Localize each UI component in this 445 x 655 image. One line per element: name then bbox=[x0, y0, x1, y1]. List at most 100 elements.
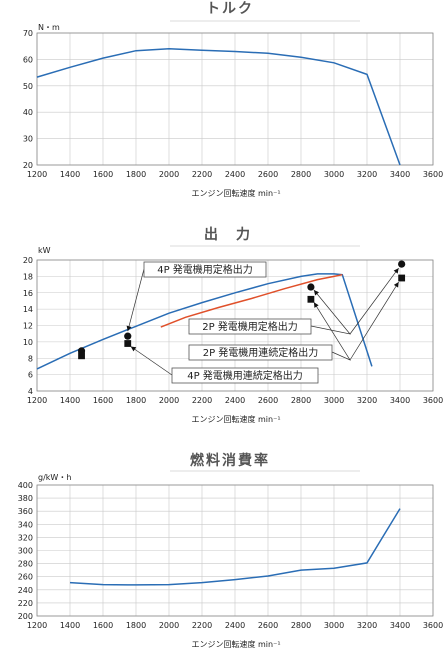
torque-y-tick-label: 70 bbox=[23, 29, 33, 38]
callout-2p-rated-box bbox=[188, 318, 312, 335]
fuel-unit-label: g/kW・h bbox=[38, 473, 71, 482]
torque-unit-label: N・m bbox=[38, 23, 60, 32]
output-tick-labels: 4 6 8 10 12 14 16 18 20 1200 1400 1600 1800 2000 2200 2… bbox=[23, 256, 443, 405]
fuel-x-tick-label: 3600 bbox=[423, 621, 443, 630]
output-square-marker bbox=[307, 295, 315, 303]
callout-2p-continuous-box bbox=[188, 344, 333, 361]
torque-chart-title: トルク bbox=[206, 1, 254, 17]
fuel-y-tick-label: 360 bbox=[18, 507, 33, 516]
output-circle-marker bbox=[398, 260, 406, 268]
torque-x-tick-label: 2400 bbox=[225, 170, 245, 179]
torque-x-tick-label: 1600 bbox=[93, 170, 113, 179]
output-circle-marker bbox=[307, 283, 315, 291]
leader-2p-rated-right bbox=[349, 267, 399, 335]
fuel-x-tick-label: 2600 bbox=[258, 621, 278, 630]
output-callouts: 4P 発電機用定格出力 2P 発電機用定格出力 2P 発電機用連続定格出力 4P 発電… bbox=[126, 261, 399, 384]
output-y-tick-label: 10 bbox=[23, 338, 33, 347]
fuel-chart-title: 燃料消費率 bbox=[190, 452, 270, 469]
output-x-tick-label: 3600 bbox=[423, 396, 443, 405]
output-x-tick-label: 1200 bbox=[27, 396, 47, 405]
torque-y-tick-label: 40 bbox=[23, 108, 33, 117]
fuel-x-tick-label: 1400 bbox=[60, 621, 80, 630]
fuel-series-line-1 bbox=[69, 508, 401, 586]
fuel-y-tick-label: 380 bbox=[18, 494, 33, 503]
leader-2p-continuous-right-arrowhead bbox=[393, 282, 399, 288]
torque-chart: トルク N・m 20 30 40 50 60 70 1200 1400 1600 1800 2000… bbox=[23, 1, 443, 198]
torque-x-tick-label: 1800 bbox=[126, 170, 146, 179]
fuel-tick-labels: 200 220 240 260 280 300 320 340 360 380 400 1200 140… bbox=[18, 481, 443, 630]
output-x-tick-label: 3000 bbox=[324, 396, 344, 405]
output-x-tick-label: 2200 bbox=[192, 396, 212, 405]
output-y-tick-label: 8 bbox=[28, 354, 33, 363]
fuel-x-tick-label: 1600 bbox=[93, 621, 113, 630]
output-y-tick-label: 12 bbox=[23, 322, 33, 331]
output-y-tick-label: 20 bbox=[23, 256, 33, 265]
fuel-y-tick-label: 340 bbox=[18, 520, 33, 529]
output-series-line-2 bbox=[160, 273, 343, 328]
callout-2p-rated-label: 2P 発電機用定格出力 bbox=[202, 320, 298, 333]
leader-2p-rated-left bbox=[310, 289, 351, 335]
output-unit-label: kW bbox=[38, 246, 51, 255]
output-x-tick-label: 2000 bbox=[159, 396, 179, 405]
fuel-y-tick-label: 260 bbox=[18, 573, 33, 582]
callout-4p-continuous-label: 4P 発電機用連続定格出力 bbox=[187, 369, 303, 382]
torque-y-tick-label: 50 bbox=[23, 82, 33, 91]
callout-4p-rated-box bbox=[143, 261, 267, 278]
fuel-y-tick-label: 300 bbox=[18, 547, 33, 556]
fuel-y-tick-label: 240 bbox=[18, 586, 33, 595]
fuel-series bbox=[69, 508, 401, 586]
output-square-marker bbox=[398, 274, 406, 282]
callout-4p-continuous-box bbox=[171, 367, 319, 384]
fuel-x-tick-label: 3000 bbox=[324, 621, 344, 630]
torque-x-tick-label: 1200 bbox=[27, 170, 47, 179]
output-square-marker bbox=[124, 340, 132, 347]
torque-y-tick-label: 20 bbox=[23, 161, 33, 170]
fuel-x-tick-label: 2400 bbox=[225, 621, 245, 630]
output-x-tick-label: 2600 bbox=[258, 396, 278, 405]
torque-x-tick-label: 1400 bbox=[60, 170, 80, 179]
fuel-x-tick-label: 3400 bbox=[390, 621, 410, 630]
callout-2p-continuous-label: 2P 発電機用連続定格出力 bbox=[203, 346, 319, 359]
torque-x-tick-label: 2800 bbox=[291, 170, 311, 179]
torque-plot-frame bbox=[36, 32, 434, 166]
leader-4p-rated-arrowhead bbox=[126, 325, 132, 332]
fuel-y-tick-label: 320 bbox=[18, 533, 33, 542]
output-x-tick-label: 2400 bbox=[225, 396, 245, 405]
fuel-grid bbox=[36, 484, 434, 617]
torque-x-tick-label: 3600 bbox=[423, 170, 443, 179]
output-x-tick-label: 2800 bbox=[291, 396, 311, 405]
fuel-x-tick-label: 1800 bbox=[126, 621, 146, 630]
torque-series bbox=[36, 48, 401, 166]
leader-2p-rated-left-arrowhead bbox=[313, 290, 320, 296]
torque-x-tick-label: 2600 bbox=[258, 170, 278, 179]
output-x-tick-label: 3200 bbox=[357, 396, 377, 405]
output-x-tick-label: 1800 bbox=[126, 396, 146, 405]
leader-4p-rated bbox=[127, 268, 145, 332]
fuel-x-axis-label: エンジン回転速度 min⁻¹ bbox=[191, 639, 280, 649]
leader-4p-continuous-arrowhead bbox=[130, 346, 137, 352]
fuel-chart: 燃料消費率 g/kW・h 200 220 240 260 280 300 320 340 360… bbox=[18, 452, 443, 649]
output-markers bbox=[77, 260, 406, 360]
fuel-plot-frame bbox=[36, 484, 434, 617]
torque-x-tick-label: 2200 bbox=[192, 170, 212, 179]
torque-tick-labels: 20 30 40 50 60 70 1200 1400 1600 1800 2000 2200 2400… bbox=[23, 29, 443, 179]
leader-2p-continuous-right bbox=[349, 281, 399, 361]
torque-y-tick-label: 30 bbox=[23, 135, 33, 144]
torque-y-tick-label: 60 bbox=[23, 55, 33, 64]
fuel-x-tick-label: 2000 bbox=[159, 621, 179, 630]
output-series-line-1 bbox=[36, 273, 373, 370]
output-y-tick-label: 16 bbox=[23, 289, 33, 298]
torque-x-tick-label: 3200 bbox=[357, 170, 377, 179]
fuel-y-tick-label: 400 bbox=[18, 481, 33, 490]
torque-x-tick-label: 3000 bbox=[324, 170, 344, 179]
torque-x-tick-label: 3400 bbox=[390, 170, 410, 179]
torque-series-line-1 bbox=[36, 48, 401, 166]
leader-2p-continuous-left-arrowhead bbox=[313, 302, 319, 308]
output-x-tick-label: 1400 bbox=[60, 396, 80, 405]
leader-4p-continuous bbox=[130, 346, 173, 376]
output-y-tick-label: 14 bbox=[23, 305, 33, 314]
output-x-tick-label: 1600 bbox=[93, 396, 113, 405]
fuel-x-tick-label: 2800 bbox=[291, 621, 311, 630]
output-x-axis-label: エンジン回転速度 min⁻¹ bbox=[191, 414, 280, 424]
